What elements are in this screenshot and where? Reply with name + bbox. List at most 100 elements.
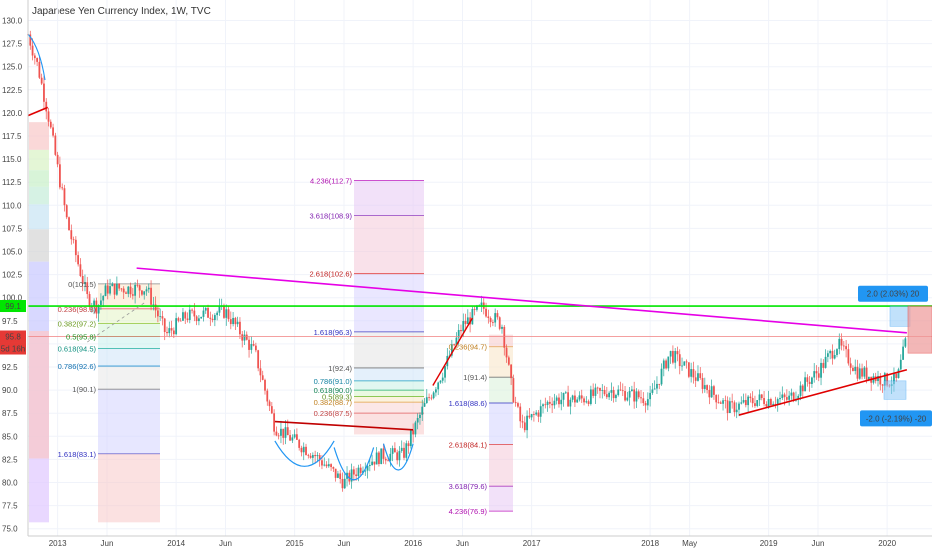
candle-body (658, 383, 661, 385)
candle-body (127, 286, 130, 294)
x-tick-label: 2018 (641, 539, 659, 548)
y-tick-label: 107.5 (2, 224, 23, 233)
y-tick-label: 127.5 (2, 40, 23, 49)
trend-line-red-uptrend-2019[interactable] (738, 368, 908, 416)
candle-body (676, 351, 679, 355)
trend-line-magenta-downtrend[interactable] (136, 267, 907, 334)
candle-body (690, 369, 693, 377)
candle-body (580, 395, 583, 399)
fib-level-label: 1.618(96.3) (314, 328, 353, 337)
candle-body (672, 350, 674, 363)
candle-body (332, 467, 335, 469)
candle-body (867, 376, 870, 380)
x-tick-label: 2020 (878, 539, 896, 548)
fib-band (98, 348, 160, 367)
candle-body (120, 288, 123, 290)
trend-line-red-neckline-2015[interactable] (274, 420, 414, 431)
candle-body (93, 300, 95, 307)
candle-body (558, 397, 560, 405)
candle-body (368, 465, 371, 466)
candle-body (150, 287, 152, 305)
fib-level-label: 0.618(90.0) (314, 386, 353, 395)
candle-body (47, 111, 50, 122)
fib-level-label: 3.618(79.6) (449, 482, 488, 491)
candles (27, 29, 907, 492)
candle-body (877, 375, 879, 382)
y-tick-label: 85.0 (2, 432, 18, 441)
candle-body (674, 351, 677, 363)
measure-box-red[interactable] (907, 305, 932, 354)
candle-body (327, 464, 330, 467)
candle-body (596, 387, 599, 389)
callout-up-bg (858, 285, 928, 302)
fib-level-label: 4.236(76.9) (449, 507, 488, 516)
fib-level-label: 2.618(84.1) (449, 441, 488, 450)
candle-body (61, 187, 64, 189)
candle-body (184, 312, 187, 319)
candle-body (829, 350, 832, 354)
candle-body (275, 431, 278, 436)
candle-body (783, 394, 786, 398)
candle-body (662, 360, 665, 369)
candle-body (776, 399, 779, 404)
fib-band (98, 366, 160, 390)
candle-body (788, 395, 791, 400)
candle-body (188, 309, 191, 320)
candle-body (330, 464, 332, 468)
candle-body (564, 392, 567, 394)
candle-body (615, 395, 617, 399)
x-tick-label: 2016 (404, 539, 422, 548)
candle-body (425, 397, 428, 403)
trend-line-red-top-2012[interactable] (27, 106, 49, 117)
x-tick-label: 2013 (49, 539, 67, 548)
y-tick-label: 90.0 (2, 386, 18, 395)
fib-band (354, 273, 424, 332)
candle-body (122, 288, 125, 293)
candle-body (432, 392, 435, 399)
measure-box-down[interactable] (883, 380, 907, 400)
candle-body (715, 394, 718, 403)
candle-body (603, 390, 606, 395)
trend-line-2016-rise[interactable] (432, 317, 473, 386)
countdown-tag: 5d 16h (1, 345, 25, 354)
candle-body (416, 418, 419, 423)
candle-body (382, 448, 385, 459)
candle-body (660, 368, 663, 385)
candle-body (177, 318, 180, 321)
candle-body (113, 283, 116, 295)
candle-body (387, 460, 389, 462)
y-tick-label: 120.0 (2, 109, 23, 118)
candle-body (763, 398, 765, 405)
candle-body (141, 290, 143, 295)
candle-body (899, 359, 902, 370)
candle-body (897, 369, 900, 378)
candle-body (441, 377, 444, 381)
candle-body (510, 364, 513, 379)
candle-body (772, 403, 775, 406)
candle-body (289, 435, 291, 441)
candle-body (719, 402, 722, 404)
fib-level-label: 3.618(108.9) (309, 211, 352, 220)
candle-body (45, 101, 48, 112)
candle-body (38, 61, 41, 78)
y-tick-label: 117.5 (2, 132, 22, 141)
fib-level-label: 0.382(88.7) (314, 398, 353, 407)
fib-band (489, 486, 513, 512)
fib-level-label: 1(90.1) (72, 385, 96, 394)
y-tick-label: 100.0 (2, 294, 23, 303)
candle-body (838, 338, 841, 350)
candle-body (403, 447, 405, 458)
candle-body (706, 385, 708, 390)
candle-body (822, 362, 825, 368)
candle-body (533, 414, 535, 415)
candle-body (95, 300, 98, 314)
candle-body (512, 378, 515, 403)
candle-body (560, 399, 563, 405)
candle-body (414, 422, 417, 435)
fib-level-label: 0.236(87.5) (314, 409, 353, 418)
candle-body (630, 389, 633, 392)
candle-body (523, 422, 526, 431)
candle-body (644, 403, 647, 406)
measure-box-up[interactable] (889, 305, 911, 327)
